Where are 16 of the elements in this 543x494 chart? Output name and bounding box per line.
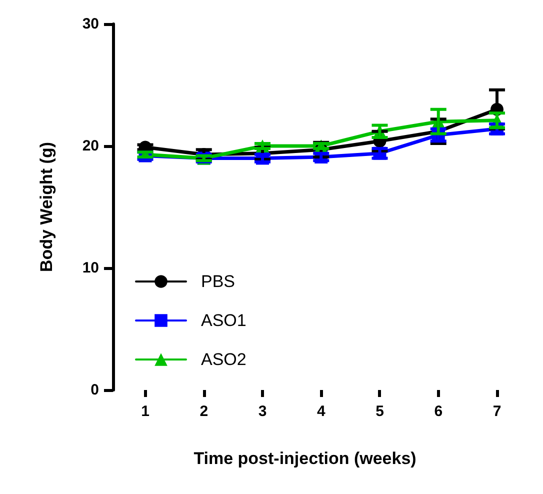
legend-label: ASO2 xyxy=(201,350,246,369)
y-tick-label: 10 xyxy=(82,260,99,276)
y-tick-label: 0 xyxy=(90,382,99,398)
y-tick-label: 20 xyxy=(82,138,99,154)
y-tick-label: 30 xyxy=(82,16,99,32)
x-tick-label: 4 xyxy=(316,403,326,420)
x-tick-label: 5 xyxy=(376,403,384,420)
x-tick-label: 6 xyxy=(434,403,443,420)
x-tick-label: 7 xyxy=(492,403,502,420)
x-tick-label: 3 xyxy=(258,403,267,420)
legend-label: PBS xyxy=(201,272,236,291)
y-axis-title: Body Weight (g) xyxy=(37,142,56,272)
x-axis-title: Time post-injection (weeks) xyxy=(194,449,416,468)
legend-label: ASO1 xyxy=(201,311,246,330)
x-tick-label: 2 xyxy=(200,403,208,420)
x-tick-label: 1 xyxy=(141,403,150,420)
